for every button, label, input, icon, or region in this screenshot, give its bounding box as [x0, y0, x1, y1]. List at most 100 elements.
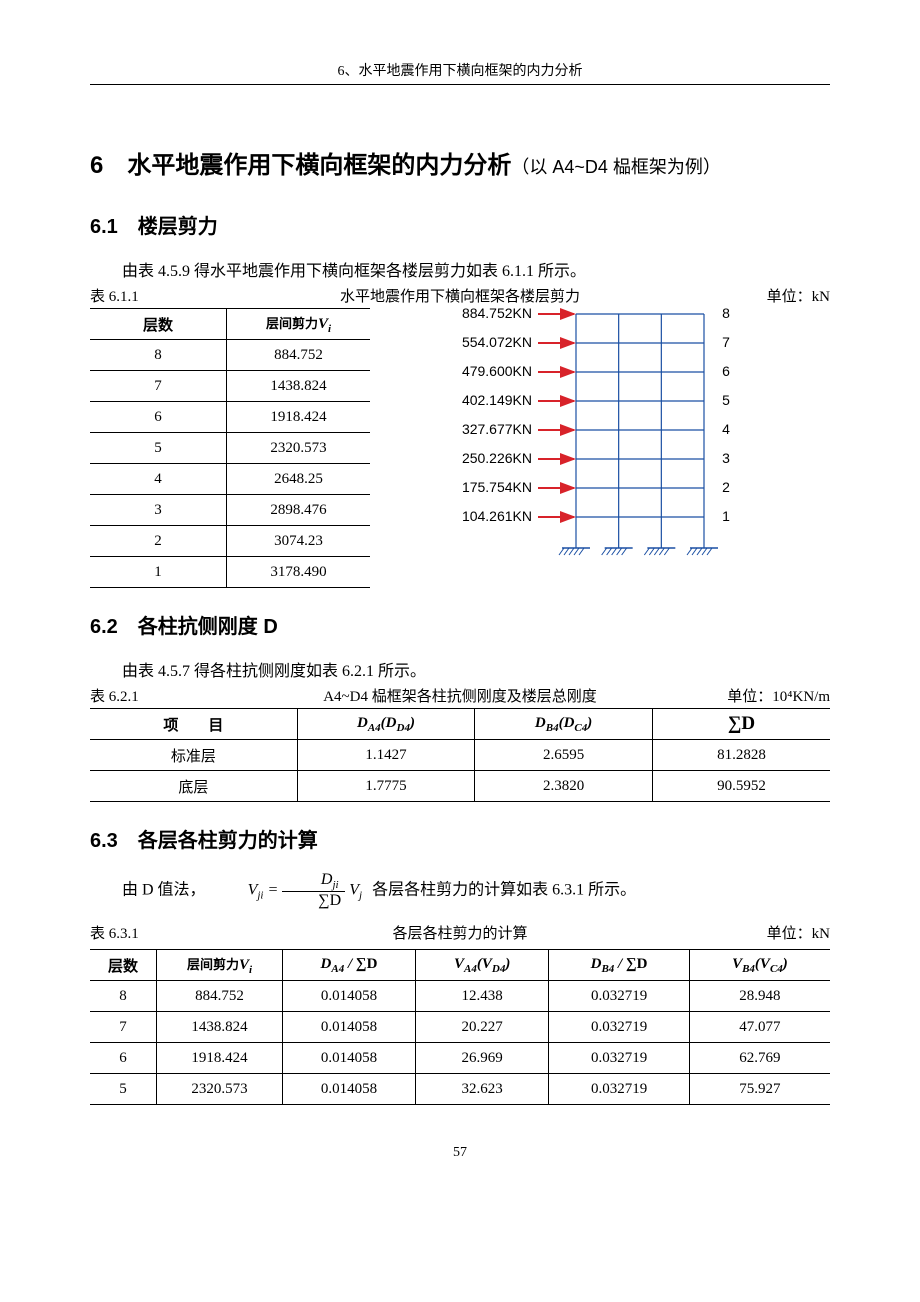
sym: ∑D	[282, 892, 345, 910]
sym: V	[239, 957, 249, 973]
col-da4-ratio: DA4 / ∑D	[282, 950, 415, 981]
cell-floor: 8	[90, 981, 157, 1012]
cell-shear: 2648.25	[227, 464, 371, 495]
sym: V	[482, 956, 492, 972]
col-vi: 层间剪力Vi	[157, 950, 283, 981]
sym: ∑D	[626, 956, 648, 972]
table-row: 32898.476	[90, 495, 370, 526]
cell-rb: 0.032719	[549, 981, 690, 1012]
sub: A4	[331, 963, 344, 975]
unit-prefix: 单位：	[727, 689, 772, 705]
para-suffix: 各层各柱剪力的计算如表 6.3.1 所示。	[372, 881, 636, 898]
sym: D	[386, 715, 397, 731]
svg-text:250.226KN: 250.226KN	[462, 450, 532, 466]
svg-text:2: 2	[722, 479, 730, 495]
cell-sum: 81.2828	[652, 740, 830, 771]
cell-floor: 7	[90, 1012, 157, 1043]
sym: D	[321, 956, 332, 972]
cell-shear: 2320.573	[227, 433, 371, 464]
chapter-heading: 6 水平地震作用下横向框架的内力分析（以 A4~D4 榀框架为例）	[90, 145, 830, 180]
sym: ∑D	[356, 956, 378, 972]
cell-ra: 0.014058	[282, 1074, 415, 1105]
sub: D4	[492, 963, 505, 975]
cell-name: 底层	[90, 771, 297, 802]
col-db4: DB4(DC4)	[475, 709, 653, 740]
col-item: 项 目	[90, 709, 297, 740]
cell-floor: 4	[90, 464, 227, 495]
table-631-caption: 表 6.3.1 各层各柱剪力的计算 单位：kN	[90, 922, 830, 943]
cell-vb: 75.927	[689, 1074, 830, 1105]
section-61-heading: 6.1 楼层剪力	[90, 210, 830, 239]
table-621-label: 表 6.2.1	[90, 685, 275, 706]
cell-floor: 2	[90, 526, 227, 557]
running-header: 6、水平地震作用下横向框架的内力分析	[90, 60, 830, 85]
cell-va: 20.227	[416, 1012, 549, 1043]
shear-diagram-svg: 884.752KN8554.072KN7479.600KN6402.149KN5…	[374, 308, 752, 556]
sym: D	[535, 715, 546, 731]
table-row: 层数 层间剪力Vi	[90, 309, 370, 340]
col-da4: DA4(DD4)	[297, 709, 475, 740]
cell-rb: 0.032719	[549, 1074, 690, 1105]
cell-va: 32.623	[416, 1074, 549, 1105]
table-row: 层数 层间剪力Vi DA4 / ∑D VA4(VD4) DB4 / ∑D VB4…	[90, 950, 830, 981]
section-63-intro: 由 D 值法， Vji = Dji ∑D Vj 各层各柱剪力的计算如表 6.3.…	[90, 871, 830, 910]
sub: A4	[464, 963, 477, 975]
table-611-label: 表 6.1.1	[90, 285, 275, 306]
chapter-title: 水平地震作用下横向框架的内力分析	[127, 152, 511, 179]
table-row: 52320.5730.01405832.6230.03271975.927	[90, 1074, 830, 1105]
cell-shear: 1438.824	[227, 371, 371, 402]
cell-shear: 884.752	[227, 340, 371, 371]
cell-vb: 28.948	[689, 981, 830, 1012]
cell-d1: 1.1427	[297, 740, 475, 771]
col-shear-sub: i	[328, 323, 331, 335]
svg-text:3: 3	[722, 450, 730, 466]
cell-floor: 8	[90, 340, 227, 371]
table-row: 71438.824	[90, 371, 370, 402]
section-62-heading: 6.2 各柱抗侧刚度 D	[90, 610, 830, 639]
table-621-caption: 表 6.2.1 A4~D4 榀框架各柱抗侧刚度及楼层总刚度 单位：10⁴KN/m	[90, 685, 830, 706]
cell-vi: 1438.824	[157, 1012, 283, 1043]
table-row: 61918.424	[90, 402, 370, 433]
table-621-unit: 单位：10⁴KN/m	[645, 685, 830, 706]
col-floor: 层数	[90, 950, 157, 981]
chapter-suffix: （以 A4~D4 榀框架为例）	[511, 157, 721, 177]
col-vb4: VB4(VC4)	[689, 950, 830, 981]
svg-text:7: 7	[722, 334, 730, 350]
sym: V	[454, 956, 464, 972]
col-va4: VA4(VD4)	[416, 950, 549, 981]
sub: D4	[397, 722, 410, 734]
cell-floor: 6	[90, 1043, 157, 1074]
cell-vi: 2320.573	[157, 1074, 283, 1105]
sym: V	[349, 881, 359, 898]
table-611: 层数 层间剪力Vi 8884.75271438.82461918.4245232…	[90, 308, 370, 588]
cell-floor: 5	[90, 1074, 157, 1105]
fraction: Dji ∑D	[282, 871, 345, 910]
cell-shear: 3178.490	[227, 557, 371, 588]
cell-shear: 1918.424	[227, 402, 371, 433]
svg-text:8: 8	[722, 308, 730, 321]
prefix: 层间剪力	[187, 957, 239, 972]
cell-ra: 0.014058	[282, 1043, 415, 1074]
cell-floor: 7	[90, 371, 227, 402]
table-row: 项 目 DA4(DD4) DB4(DC4) ∑D	[90, 709, 830, 740]
table-row: 42648.25	[90, 464, 370, 495]
cell-sum: 90.5952	[652, 771, 830, 802]
unit-value: 10⁴KN/m	[772, 689, 830, 705]
col-shear: 层间剪力Vi	[227, 309, 371, 340]
cell-vb: 62.769	[689, 1043, 830, 1074]
svg-text:884.752KN: 884.752KN	[462, 308, 532, 321]
svg-text:1: 1	[722, 508, 730, 524]
table-611-title: 水平地震作用下横向框架各楼层剪力	[275, 285, 645, 306]
sub: C4	[574, 722, 587, 734]
cell-floor: 5	[90, 433, 227, 464]
svg-text:6: 6	[722, 363, 730, 379]
col-db4-ratio: DB4 / ∑D	[549, 950, 690, 981]
table-row: 61918.4240.01405826.9690.03271962.769	[90, 1043, 830, 1074]
table-611-caption: 表 6.1.1 水平地震作用下横向框架各楼层剪力 单位：kN	[90, 285, 830, 306]
sub: i	[249, 964, 252, 976]
col-floor: 层数	[90, 309, 227, 340]
col-shear-prefix: 层间剪力	[266, 316, 318, 331]
table-row: 8884.752	[90, 340, 370, 371]
cell-va: 26.969	[416, 1043, 549, 1074]
sym: ∑D	[728, 713, 755, 734]
